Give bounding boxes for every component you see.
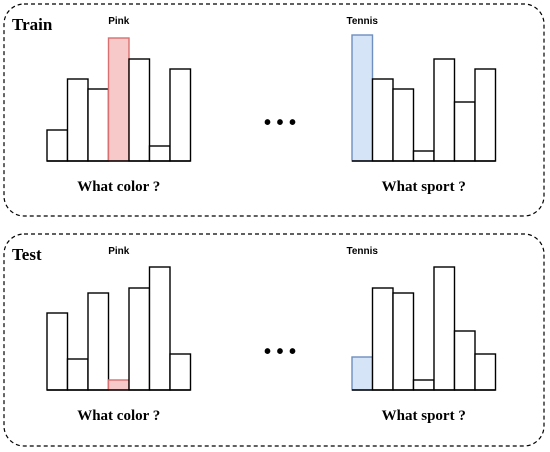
- bar: [87, 88, 110, 162]
- train-panel-border: [3, 3, 545, 217]
- bar: [412, 379, 435, 391]
- highlighted-bar: [351, 34, 374, 162]
- bar: [148, 266, 171, 391]
- train-panel: Train Pink What color ? Tennis What sport …: [3, 3, 545, 217]
- highlight-label: Pink: [108, 246, 130, 257]
- bar: [46, 312, 69, 391]
- train-sport-chart: Tennis What sport ?: [347, 16, 497, 195]
- bar: [453, 330, 476, 391]
- question-label: What color ?: [77, 179, 160, 195]
- bar: [474, 68, 497, 162]
- highlighted-bar: [107, 37, 130, 162]
- bar: [412, 150, 435, 162]
- test-ellipsis: • • •: [264, 341, 296, 363]
- bar: [453, 101, 476, 162]
- bar: [128, 58, 151, 162]
- highlight-label: Pink: [108, 16, 130, 27]
- bar: [148, 145, 171, 162]
- bar: [371, 287, 394, 391]
- bar: [169, 68, 192, 162]
- question-label: What sport ?: [382, 179, 466, 195]
- bar: [66, 358, 89, 391]
- bar: [169, 353, 192, 391]
- question-label: What sport ?: [382, 408, 466, 424]
- bar: [128, 287, 151, 391]
- bar: [474, 353, 497, 391]
- test-panel-title: Test: [12, 245, 42, 264]
- bar: [66, 78, 89, 162]
- bar: [46, 129, 69, 162]
- bar: [392, 88, 415, 162]
- question-label: What color ?: [77, 408, 160, 424]
- bar: [371, 78, 394, 162]
- bar: [87, 292, 110, 391]
- train-panel-title: Train: [12, 15, 53, 34]
- highlight-label: Tennis: [347, 246, 379, 257]
- highlighted-bar: [107, 379, 130, 391]
- test-color-chart: Pink What color ?: [46, 246, 192, 424]
- train-ellipsis: • • •: [264, 112, 296, 134]
- bar: [433, 266, 456, 391]
- bar: [392, 292, 415, 391]
- train-color-chart: Pink What color ?: [46, 16, 192, 195]
- highlighted-bar: [351, 356, 374, 391]
- highlight-label: Tennis: [347, 16, 379, 27]
- test-sport-chart: Tennis What sport ?: [347, 246, 497, 424]
- test-panel: Test Pink What color ? Tennis What sport ?…: [3, 233, 545, 447]
- bar: [433, 58, 456, 162]
- test-panel-border: [3, 233, 545, 447]
